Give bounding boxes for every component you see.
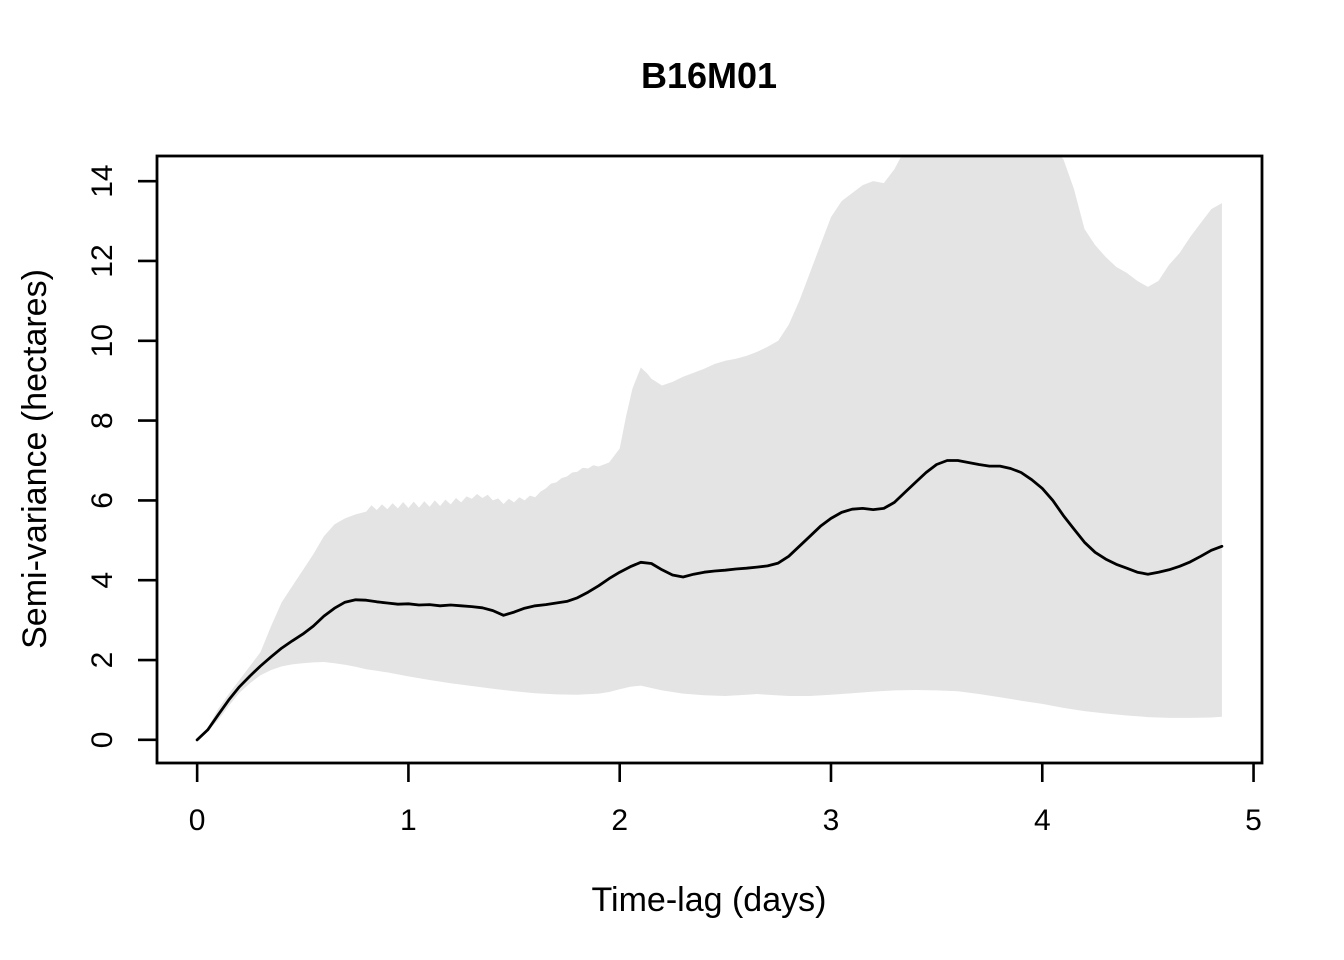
- x-axis-tick-labels: 0 1 2 3 4 5: [189, 804, 1262, 837]
- chart-title: B16M01: [641, 55, 777, 96]
- x-tick-label-1: 1: [400, 804, 417, 837]
- y-tick-label-5: 10: [86, 324, 119, 357]
- y-tick-label-1: 2: [86, 652, 119, 669]
- semivariance-estimate-line: [195, 459, 1224, 742]
- y-tick-label-6: 12: [86, 244, 119, 277]
- confidence-band: [197, 156, 1222, 740]
- y-axis-tick-marks: [138, 179, 157, 742]
- x-tick-label-4: 4: [1034, 804, 1051, 837]
- x-tick-label-0: 0: [189, 804, 206, 837]
- x-axis-tick-marks: [195, 763, 1255, 782]
- y-axis-tick-labels: 0 2 4 6 8 10 12 14: [86, 164, 119, 748]
- x-tick-label-3: 3: [823, 804, 840, 837]
- x-axis-label: Time-lag (days): [592, 881, 827, 919]
- y-tick-label-7: 14: [86, 164, 119, 197]
- y-tick-label-4: 8: [86, 412, 119, 429]
- y-tick-label-3: 6: [86, 492, 119, 509]
- plot-border: [155, 154, 1264, 765]
- y-tick-label-2: 4: [86, 572, 119, 589]
- y-axis-label: Semi-variance (hectares): [16, 269, 54, 649]
- x-tick-label-2: 2: [611, 804, 628, 837]
- y-tick-label-0: 0: [86, 732, 119, 749]
- x-tick-label-5: 5: [1245, 804, 1262, 837]
